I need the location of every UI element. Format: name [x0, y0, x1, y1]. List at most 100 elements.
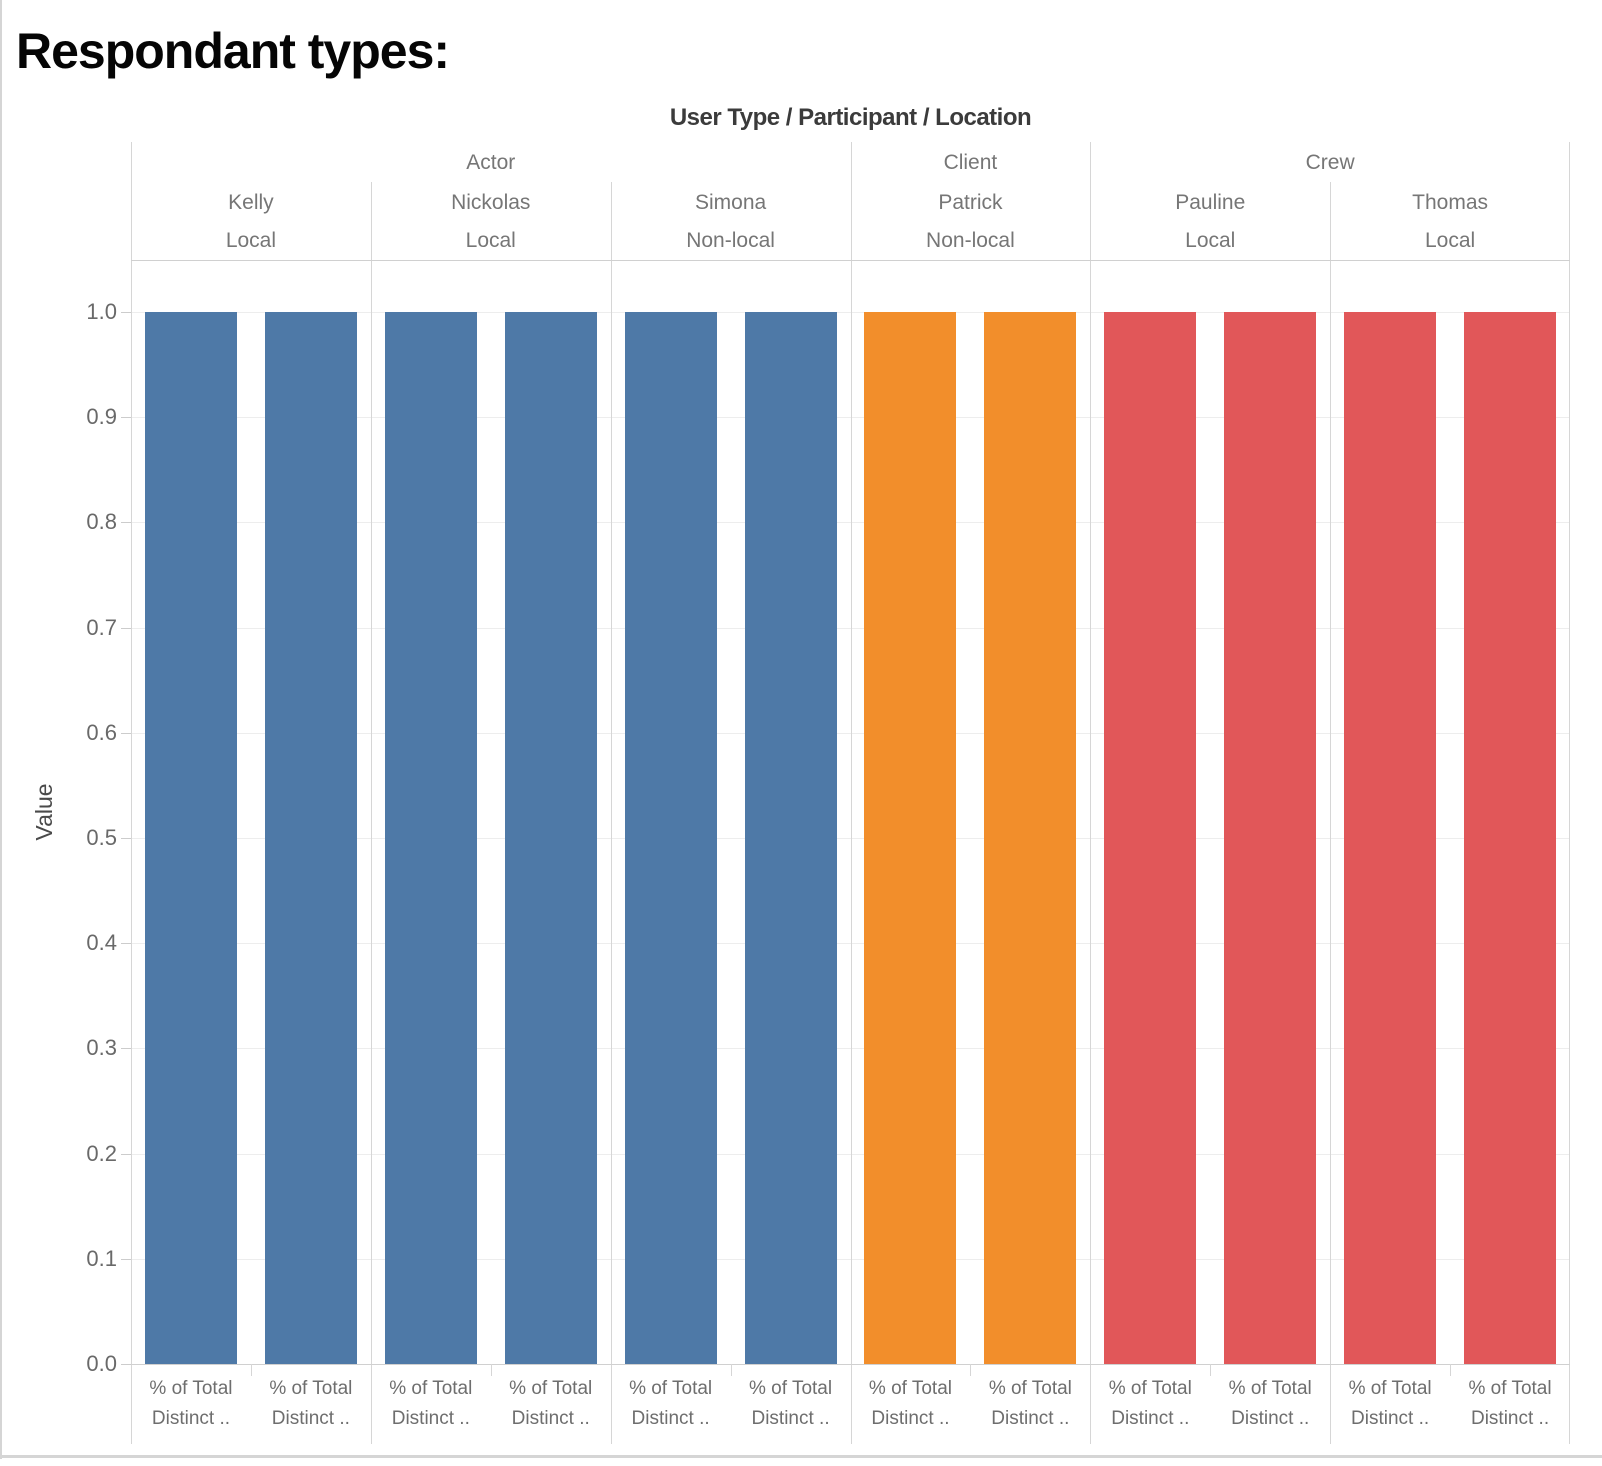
bar[interactable] — [1224, 312, 1317, 1364]
user-type-header-client[interactable]: Client — [943, 151, 998, 174]
x-axis-measure-label[interactable]: % of Total Distinct .. — [851, 1374, 971, 1434]
participant-header-simona[interactable]: Simona — [694, 191, 767, 214]
x-axis-measure-label[interactable]: % of Total Distinct .. — [1090, 1374, 1210, 1434]
panel-divider — [1330, 182, 1332, 1444]
chart-title: Respondant types: — [16, 23, 450, 79]
y-tick-mark — [121, 1258, 131, 1260]
y-tick-label: 0.6 — [86, 719, 117, 745]
y-tick-mark — [121, 1153, 131, 1155]
measure-label-line: % of Total — [1228, 1378, 1312, 1399]
x-tick-mark — [970, 1364, 972, 1376]
x-tick-mark — [1210, 1364, 1212, 1376]
participant-header-nickolas[interactable]: Nickolas — [451, 191, 531, 214]
y-tick-mark — [121, 838, 131, 839]
location-header[interactable]: Local — [1185, 229, 1236, 252]
measure-label-line: % of Total — [1108, 1378, 1192, 1399]
plot-bottom-line — [131, 1364, 1570, 1365]
panel-divider — [370, 182, 372, 1444]
window-border-left — [0, 0, 2, 1459]
location-header[interactable]: Non-local — [686, 229, 775, 252]
y-tick-mark — [121, 627, 131, 629]
measure-label-line: % of Total — [509, 1378, 593, 1399]
bar[interactable] — [1464, 312, 1557, 1364]
measure-label-line: % of Total — [629, 1378, 713, 1399]
x-tick-mark — [730, 1364, 732, 1376]
y-tick-mark — [121, 732, 131, 734]
window-border-bottom — [0, 1455, 1602, 1458]
measure-label-line: Distinct .. — [631, 1408, 710, 1429]
measure-label-line: Distinct .. — [751, 1408, 830, 1429]
participant-header-pauline[interactable]: Pauline — [1175, 191, 1246, 214]
panel-divider — [610, 182, 612, 1444]
x-axis-measure-label[interactable]: % of Total Distinct .. — [731, 1374, 851, 1434]
measure-label-line: Distinct .. — [391, 1408, 470, 1429]
bar[interactable] — [624, 312, 717, 1364]
bar[interactable] — [264, 312, 357, 1364]
panel-divider — [1090, 142, 1092, 1444]
bar[interactable] — [984, 312, 1077, 1364]
axis-line-right — [1569, 142, 1570, 1444]
x-axis-measure-label[interactable]: % of Total Distinct .. — [371, 1374, 491, 1434]
measure-label-line: % of Total — [868, 1378, 952, 1399]
y-tick-mark — [121, 943, 131, 945]
participant-header-thomas[interactable]: Thomas — [1412, 191, 1488, 214]
x-tick-mark — [250, 1364, 252, 1376]
panel-divider — [850, 142, 852, 1444]
y-tick-label: 0.4 — [86, 930, 117, 956]
y-tick-label: 0.8 — [86, 509, 117, 535]
bar[interactable] — [864, 312, 957, 1364]
measure-label-line: Distinct .. — [1111, 1408, 1190, 1429]
user-type-header-crew[interactable]: Crew — [1305, 151, 1355, 174]
x-tick-mark — [1450, 1364, 1452, 1376]
user-type-header-actor[interactable]: Actor — [466, 151, 516, 174]
y-tick-mark — [121, 522, 131, 524]
y-tick-label: 0.1 — [86, 1245, 117, 1271]
y-tick-label: 0.5 — [86, 825, 117, 850]
location-header[interactable]: Non-local — [926, 229, 1015, 252]
measure-label-line: Distinct .. — [991, 1408, 1070, 1429]
measure-label-line: Distinct .. — [871, 1408, 950, 1429]
location-header[interactable]: Local — [225, 229, 277, 252]
measure-label-line: % of Total — [1468, 1378, 1552, 1399]
x-axis-measure-label[interactable]: % of Total Distinct .. — [1210, 1374, 1330, 1434]
x-axis-measure-label[interactable]: % of Total Distinct .. — [251, 1374, 371, 1434]
x-axis-measure-label[interactable]: % of Total Distinct .. — [1450, 1374, 1570, 1434]
header-bottom-line — [131, 260, 1570, 261]
x-tick-mark — [490, 1364, 492, 1376]
measure-label-line: Distinct .. — [1470, 1408, 1550, 1429]
bar[interactable] — [744, 312, 837, 1364]
location-header[interactable]: Local — [1424, 229, 1476, 252]
y-tick-label: 0.2 — [86, 1140, 117, 1166]
participant-header-kelly[interactable]: Kelly — [228, 191, 274, 214]
measure-label-line: Distinct .. — [511, 1408, 590, 1429]
y-tick-label: 0.3 — [86, 1035, 117, 1061]
y-tick-mark — [121, 1048, 131, 1050]
y-tick-label: 1.0 — [86, 299, 117, 324]
measure-label-line: Distinct .. — [1351, 1408, 1430, 1429]
participant-header-patrick[interactable]: Patrick — [938, 191, 1003, 214]
x-axis-measure-label[interactable]: % of Total Distinct .. — [1330, 1374, 1450, 1434]
bar[interactable] — [504, 312, 597, 1364]
measure-label-line: % of Total — [988, 1378, 1072, 1399]
x-axis-measure-label[interactable]: % of Total Distinct .. — [491, 1374, 611, 1434]
measure-label-line: % of Total — [269, 1378, 353, 1399]
measure-label-line: Distinct .. — [271, 1408, 350, 1429]
x-axis-measure-label[interactable]: % of Total Distinct .. — [131, 1374, 251, 1434]
bar[interactable] — [1104, 312, 1197, 1364]
x-axis-measure-label[interactable]: % of Total Distinct .. — [970, 1374, 1090, 1434]
y-tick-label: 0.0 — [86, 1351, 117, 1376]
x-axis-measure-label[interactable]: % of Total Distinct .. — [611, 1374, 731, 1434]
bar[interactable] — [144, 312, 237, 1364]
measure-label-line: % of Total — [389, 1378, 473, 1399]
measure-label-line: % of Total — [748, 1378, 833, 1399]
measure-label-line: % of Total — [149, 1378, 233, 1399]
bar[interactable] — [1344, 312, 1437, 1364]
bar[interactable] — [384, 312, 477, 1364]
y-tick-mark — [121, 417, 131, 419]
measure-label-line: Distinct .. — [1231, 1408, 1310, 1429]
y-tick-mark — [121, 1364, 131, 1365]
y-tick-label: 0.9 — [86, 404, 117, 430]
location-header[interactable]: Local — [465, 229, 516, 252]
column-field-label: User Type / Participant / Location — [669, 104, 1032, 131]
